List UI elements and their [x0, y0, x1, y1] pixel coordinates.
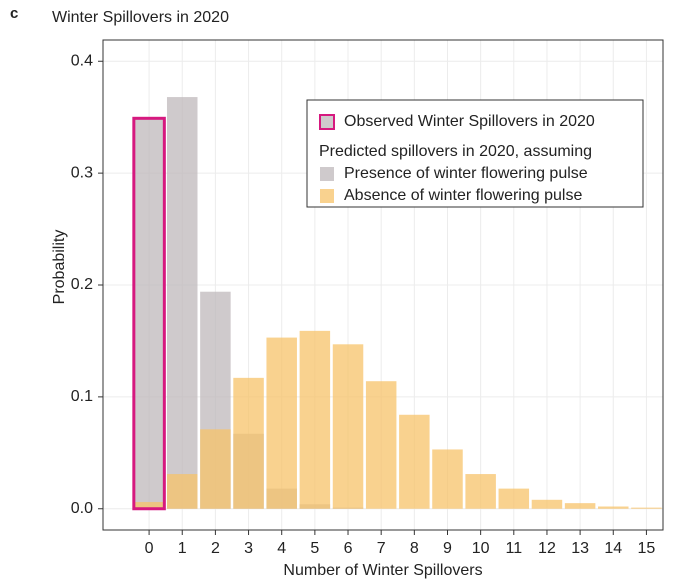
x-tick-label: 5	[310, 540, 319, 557]
x-tick-label: 4	[277, 540, 286, 557]
legend-swatch	[320, 189, 334, 203]
y-tick-label: 0.0	[71, 500, 93, 517]
chart-title: Winter Spillovers in 2020	[52, 9, 229, 26]
y-tick-label: 0.4	[71, 52, 93, 69]
plot-frame	[102, 39, 664, 531]
x-tick-label: 8	[410, 540, 419, 557]
legend-swatch	[319, 114, 335, 130]
x-tick-label: 10	[472, 540, 490, 557]
legend-label: Observed Winter Spillovers in 2020	[344, 113, 595, 130]
x-tick-label: 14	[604, 540, 622, 557]
bar	[498, 488, 530, 509]
x-tick-label: 1	[178, 540, 187, 557]
x-tick-label: 6	[344, 540, 353, 557]
bar	[166, 97, 198, 509]
observed-bar	[132, 116, 166, 511]
bar	[564, 503, 596, 509]
x-tick-label: 13	[571, 540, 589, 557]
legend-box	[306, 99, 644, 208]
legend-label: Absence of winter flowering pulse	[344, 187, 582, 204]
x-tick-label: 15	[638, 540, 656, 557]
bar	[133, 502, 165, 509]
y-tick-label: 0.2	[71, 276, 93, 293]
y-axis-label: Probability	[51, 230, 68, 305]
bar	[200, 429, 231, 509]
bar	[598, 506, 629, 509]
x-tick-label: 12	[538, 540, 556, 557]
x-axis-label: Number of Winter Spillovers	[283, 562, 482, 579]
legend-swatch	[320, 167, 334, 181]
bar	[299, 330, 331, 509]
bar	[332, 344, 364, 509]
x-tick-label: 11	[505, 540, 522, 557]
bar	[365, 381, 397, 509]
x-tick-label: 2	[211, 540, 220, 557]
legend-heading: Predicted spillovers in 2020, assuming	[319, 143, 592, 160]
bar	[399, 414, 430, 509]
y-tick-label: 0.3	[71, 164, 93, 181]
bar	[233, 377, 264, 509]
bar	[266, 337, 297, 509]
x-tick-label: 0	[145, 540, 154, 557]
panel-label: c	[10, 5, 18, 22]
bar	[631, 507, 662, 509]
bar	[531, 499, 563, 509]
x-tick-label: 3	[244, 540, 253, 557]
x-tick-label: 9	[443, 540, 452, 557]
legend-label: Presence of winter flowering pulse	[344, 165, 588, 182]
y-tick-label: 0.1	[71, 388, 93, 405]
x-tick-label: 7	[377, 540, 386, 557]
bar	[133, 119, 165, 509]
bar	[166, 474, 198, 509]
bar	[432, 449, 463, 509]
bar	[465, 474, 496, 509]
